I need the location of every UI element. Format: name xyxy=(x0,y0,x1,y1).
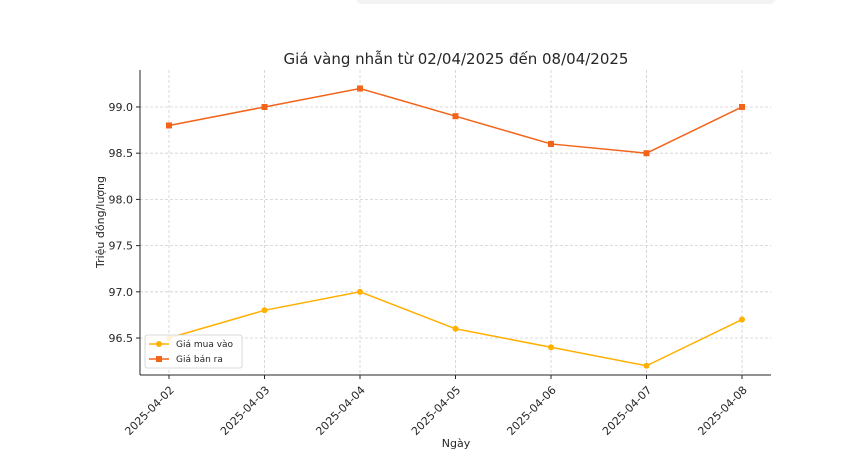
legend-box xyxy=(144,334,243,369)
data-point xyxy=(261,307,268,314)
data-point xyxy=(548,344,554,351)
y-tick-label: 98.5 xyxy=(109,147,134,160)
y-tick-label: 96.5 xyxy=(109,332,134,345)
y-tick-label: 99.0 xyxy=(109,101,134,114)
data-point xyxy=(357,288,363,295)
y-tick-label: 97.0 xyxy=(109,286,134,299)
legend-label: Giá mua vào xyxy=(176,340,234,350)
data-point xyxy=(452,113,459,120)
series-layer xyxy=(166,85,745,369)
x-axis-label: Ngày xyxy=(442,437,471,450)
y-tick-label: 97.5 xyxy=(109,240,134,253)
x-tick-label: 2025-04-04 xyxy=(313,384,367,438)
chart-legend: Giá mua vào Giá bán ra xyxy=(144,334,243,369)
data-point xyxy=(643,150,650,157)
data-point xyxy=(739,103,745,110)
grid-layer xyxy=(140,70,771,375)
y-tick-label: 98.0 xyxy=(109,193,134,206)
legend-marker xyxy=(156,341,162,347)
x-tick-label: 2025-04-02 xyxy=(122,384,176,438)
legend-marker xyxy=(156,356,162,362)
data-point xyxy=(166,122,172,129)
x-tick-label: 2025-04-08 xyxy=(695,384,749,438)
y-axis-label: Triệu đồng/lượng xyxy=(94,176,107,269)
top-search-bar xyxy=(356,0,776,4)
data-point xyxy=(452,325,459,332)
x-tick-label: 2025-04-06 xyxy=(504,384,558,438)
chart-title: Giá vàng nhẫn từ 02/04/2025 đến 08/04/20… xyxy=(284,50,629,68)
data-point xyxy=(261,103,268,110)
data-point xyxy=(643,362,650,369)
ticks-layer: 2025-04-02 2025-04-03 2025-04-04 2025-04-05… xyxy=(109,101,750,438)
x-tick-label: 2025-04-05 xyxy=(409,384,463,438)
data-point xyxy=(357,85,363,92)
legend-label: Giá bán ra xyxy=(176,355,223,365)
x-tick-label: 2025-04-03 xyxy=(218,384,272,438)
data-point xyxy=(548,140,554,147)
x-tick-label: 2025-04-07 xyxy=(600,384,654,438)
data-point xyxy=(739,316,745,323)
